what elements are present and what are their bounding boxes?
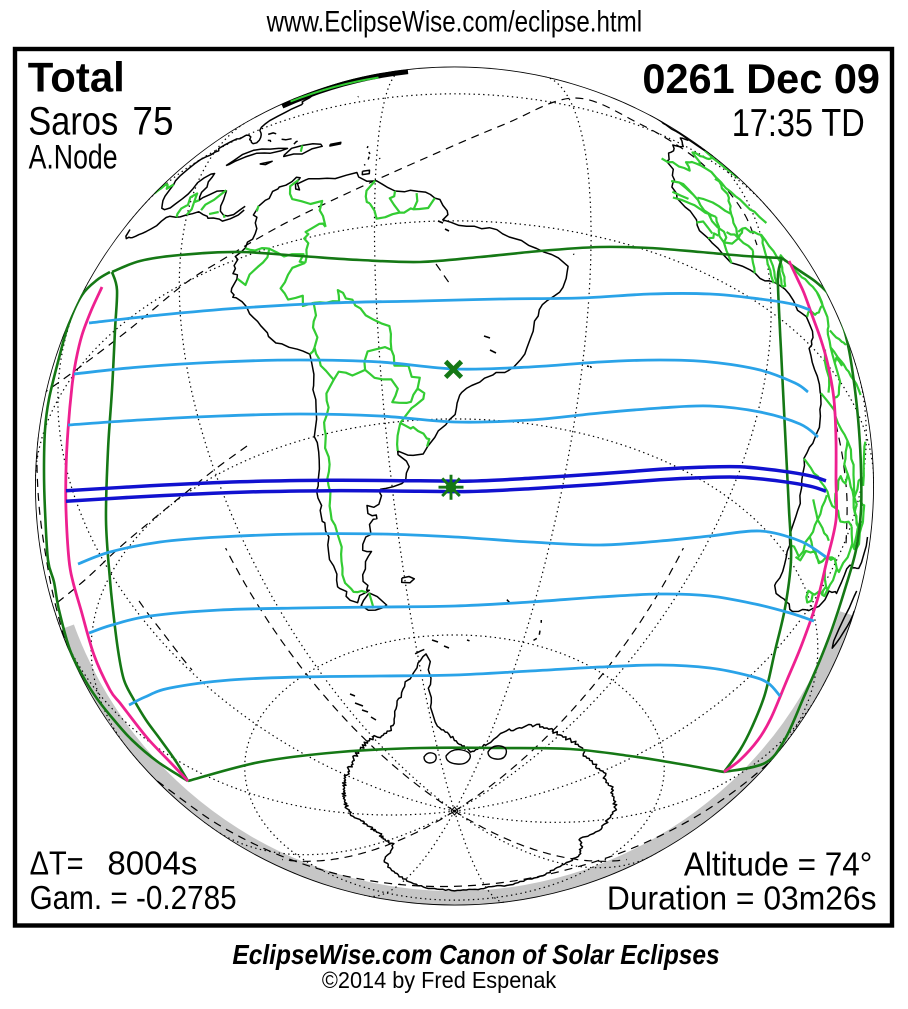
svg-text:Altitude = 74°: Altitude = 74° (684, 845, 873, 882)
svg-text:75: 75 (132, 99, 173, 143)
svg-text:www.EclipseWise.com/eclipse.ht: www.EclipseWise.com/eclipse.html (266, 6, 642, 39)
svg-text:8004s: 8004s (107, 844, 197, 881)
svg-text:©2014 by Fred Espenak: ©2014 by Fred Espenak (322, 967, 557, 993)
svg-text:17:35 TD: 17:35 TD (732, 102, 865, 145)
svg-text:0261 Dec 09: 0261 Dec 09 (642, 55, 880, 102)
svg-text:Total: Total (28, 54, 125, 101)
svg-text:A.Node: A.Node (29, 138, 118, 176)
svg-text:EclipseWise.com Canon of Solar: EclipseWise.com Canon of Solar Eclipses (232, 939, 719, 970)
svg-text:Saros: Saros (28, 99, 118, 143)
svg-text:ΔT=: ΔT= (30, 844, 84, 881)
svg-text:Duration = 03m26s: Duration = 03m26s (607, 879, 877, 916)
svg-text:Gam. = -0.2785: Gam. = -0.2785 (30, 879, 237, 916)
